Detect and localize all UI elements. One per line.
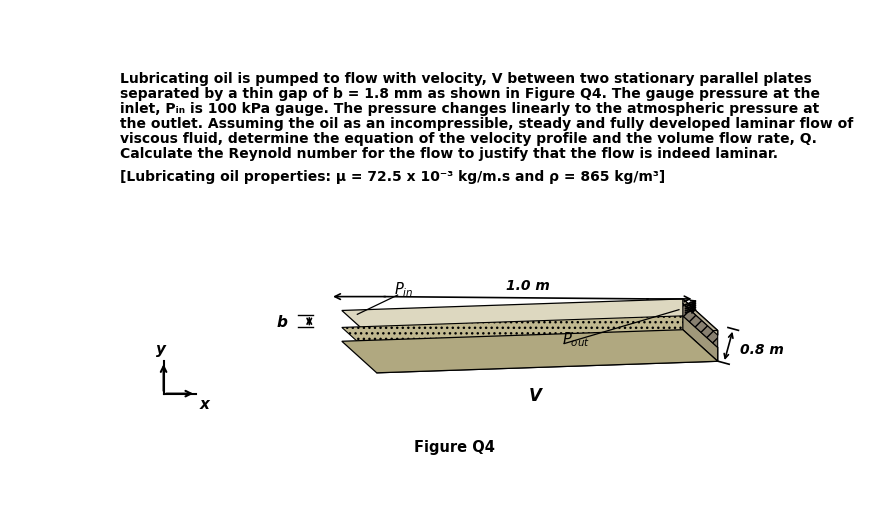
Polygon shape <box>682 299 717 335</box>
Text: [Lubricating oil properties: μ = 72.5 x 10⁻³ kg/m.s and ρ = 865 kg/m³]: [Lubricating oil properties: μ = 72.5 x … <box>120 169 664 183</box>
Text: the outlet. Assuming the oil as an incompressible, steady and fully developed la: the outlet. Assuming the oil as an incom… <box>120 117 852 131</box>
Text: $P_{in}$: $P_{in}$ <box>393 280 413 299</box>
Text: V: V <box>529 387 541 405</box>
Text: Calculate the Reynold number for the flow to justify that the flow is indeed lam: Calculate the Reynold number for the flo… <box>120 147 777 161</box>
Polygon shape <box>341 299 717 342</box>
Polygon shape <box>341 330 717 373</box>
Text: inlet, Pᵢₙ is 100 kPa gauge. The pressure changes linearly to the atmospheric pr: inlet, Pᵢₙ is 100 kPa gauge. The pressur… <box>120 102 819 116</box>
Polygon shape <box>341 316 717 359</box>
Text: b: b <box>276 315 287 329</box>
Text: y: y <box>156 342 166 357</box>
Polygon shape <box>377 348 717 373</box>
Text: x: x <box>199 398 210 413</box>
Text: viscous fluid, determine the equation of the velocity profile and the volume flo: viscous fluid, determine the equation of… <box>120 132 816 146</box>
Text: Lubricating oil is pumped to flow with velocity, V between two stationary parall: Lubricating oil is pumped to flow with v… <box>120 72 811 86</box>
Polygon shape <box>377 330 717 346</box>
Text: separated by a thin gap of b = 1.8 mm as shown in Figure Q4. The gauge pressure : separated by a thin gap of b = 1.8 mm as… <box>120 87 820 101</box>
Polygon shape <box>682 316 717 361</box>
Text: 0.8 m: 0.8 m <box>739 343 783 357</box>
Text: 1.0 m: 1.0 m <box>505 279 549 293</box>
Text: $P_{out}$: $P_{out}$ <box>562 330 589 349</box>
Polygon shape <box>682 304 717 348</box>
Text: Figure Q4: Figure Q4 <box>413 440 494 455</box>
